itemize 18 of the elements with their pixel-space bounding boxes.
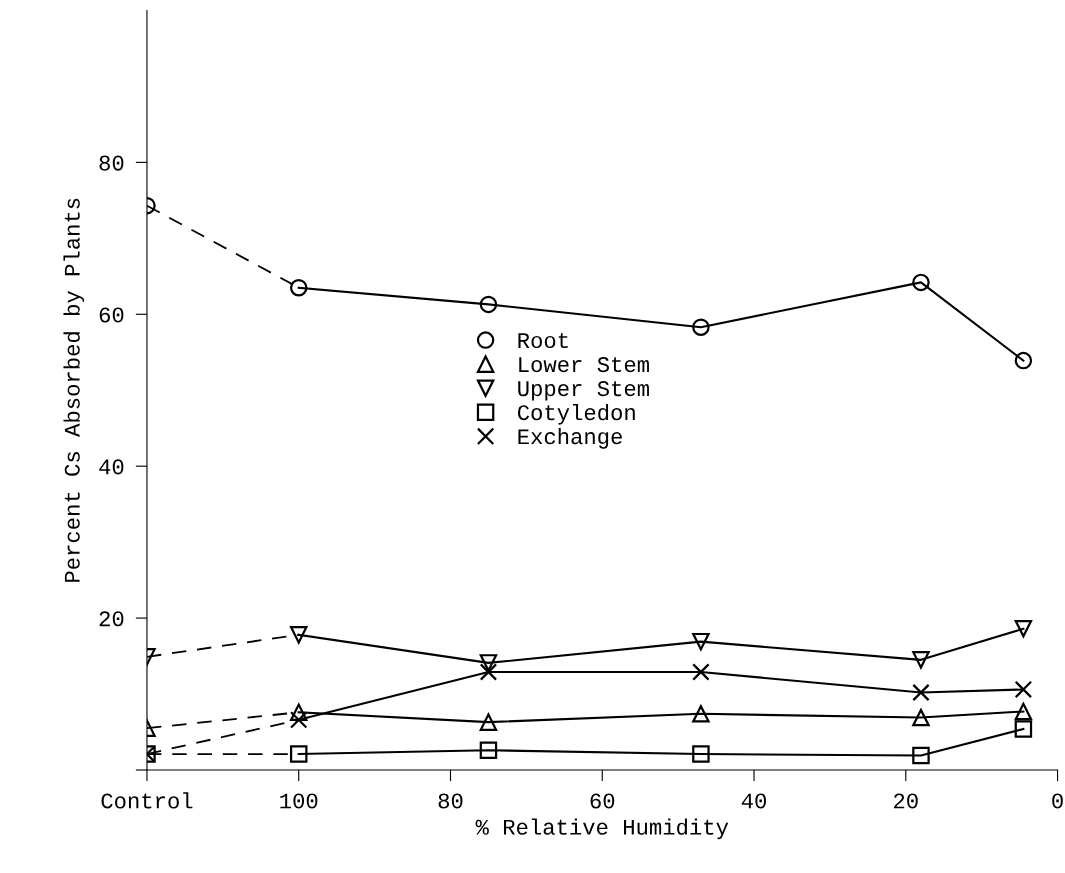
x-tick-label: 0 [1052, 793, 1063, 809]
x-tick-label: 20 [894, 793, 918, 809]
y-tick-label: 40 [99, 459, 124, 475]
x-tick-label: 100 [280, 793, 318, 809]
x-axis-title: % Relative Humidity [475, 818, 729, 840]
y-axis-title: Percent Cs Absorbed by Plants [63, 198, 85, 582]
x-tick-label: 80 [438, 793, 463, 809]
legend-label: Exchange [518, 427, 622, 449]
x-tick-label: 60 [590, 793, 615, 809]
legend-label: Root [518, 333, 568, 349]
y-tick-label: 20 [99, 611, 124, 627]
y-tick-label: 80 [99, 155, 124, 171]
x-tick-label: Control [101, 792, 193, 809]
legend-label: Cotyledon [517, 403, 635, 425]
legend-label: Lower Stem [519, 357, 649, 373]
legend-label: Upper Stem [518, 381, 649, 401]
x-tick-label: 40 [741, 793, 766, 809]
y-tick-label: 60 [99, 307, 124, 323]
